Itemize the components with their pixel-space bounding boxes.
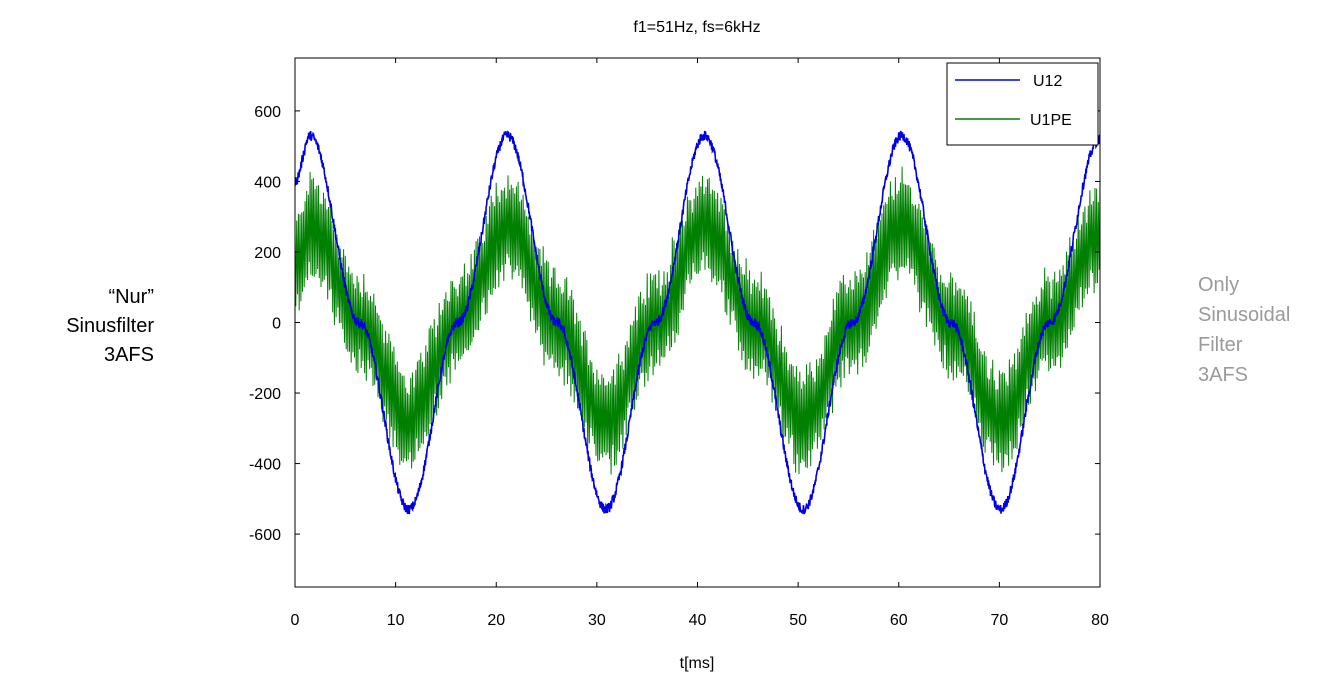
right-annotation: Only Sinusoidal Filter 3AFS bbox=[1198, 270, 1290, 390]
x-axis-label: t[ms] bbox=[680, 655, 715, 672]
legend: U12 U1PE bbox=[946, 62, 1099, 146]
left-annotation-line-1: “Nur” bbox=[108, 286, 154, 308]
right-annotation-line-1: Only bbox=[1198, 274, 1240, 296]
legend-label-u12: U12 bbox=[1033, 73, 1062, 90]
y-tick-label: -400 bbox=[249, 457, 281, 474]
x-tick-label: 0 bbox=[291, 612, 300, 629]
plot-area: 0 10 20 30 40 50 60 70 80 -600 -400 -200 0 200 400 600 bbox=[249, 57, 1109, 629]
left-annotation-line-3: 3AFS bbox=[103, 344, 154, 366]
legend-box bbox=[946, 62, 1099, 146]
y-tick-label: 200 bbox=[254, 245, 281, 262]
right-annotation-line-2: Sinusoidal bbox=[1198, 304, 1291, 326]
left-annotation: “Nur” Sinusfilter 3AFS bbox=[0, 283, 154, 370]
x-tick-label: 20 bbox=[487, 612, 505, 629]
series-line-u12 bbox=[295, 130, 1100, 515]
x-tick-label: 10 bbox=[387, 612, 405, 629]
y-tick-label: -200 bbox=[249, 386, 281, 403]
x-tick-label: 80 bbox=[1091, 612, 1109, 629]
right-annotation-line-3: Filter bbox=[1198, 334, 1243, 356]
y-tick-label: -600 bbox=[249, 527, 281, 544]
x-tick-label: 30 bbox=[588, 612, 606, 629]
right-annotation-line-4: 3AFS bbox=[1198, 364, 1249, 386]
y-tick-label: 400 bbox=[254, 174, 281, 191]
y-tick-label: 0 bbox=[272, 316, 281, 333]
left-annotation-line-2: Sinusfilter bbox=[66, 315, 154, 337]
y-tick-label: 600 bbox=[254, 104, 281, 121]
x-tick-label: 70 bbox=[990, 612, 1008, 629]
series-line-u1pe bbox=[295, 166, 1100, 475]
legend-label-u1pe: U1PE bbox=[1030, 112, 1072, 129]
x-tick-label: 50 bbox=[789, 612, 807, 629]
x-tick-label: 60 bbox=[890, 612, 908, 629]
x-tick-label: 40 bbox=[689, 612, 707, 629]
chart-title: f1=51Hz, fs=6kHz bbox=[633, 19, 760, 36]
